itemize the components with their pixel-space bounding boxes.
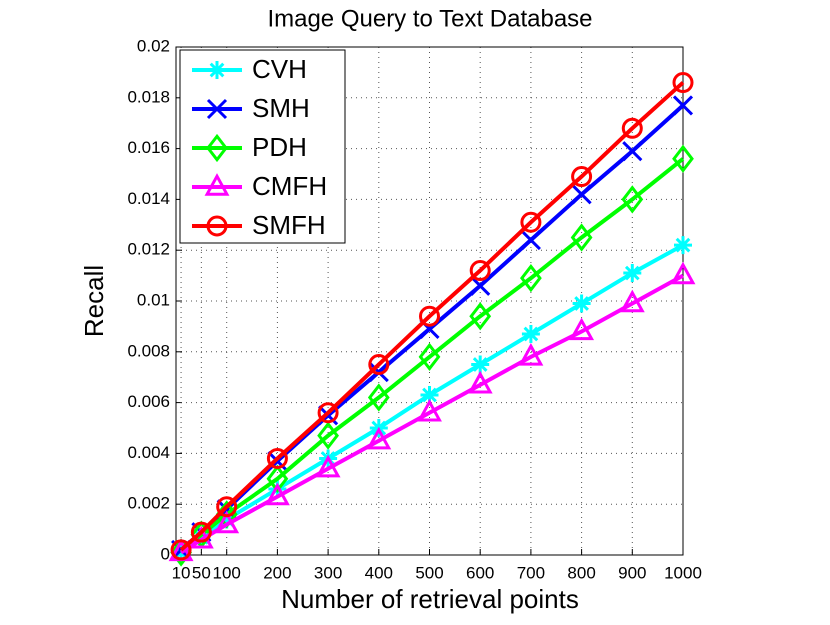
marker bbox=[672, 72, 694, 94]
marker bbox=[469, 302, 492, 331]
y-tick-label: 0.016 bbox=[127, 138, 170, 157]
marker bbox=[672, 144, 694, 173]
series-line bbox=[180, 273, 684, 555]
x-tick-label: 900 bbox=[618, 563, 646, 582]
y-axis-label: Recall bbox=[79, 265, 109, 337]
marker bbox=[621, 117, 643, 139]
marker bbox=[266, 447, 288, 469]
marker bbox=[470, 275, 491, 296]
marker bbox=[520, 263, 542, 293]
marker bbox=[420, 385, 439, 404]
marker bbox=[368, 354, 390, 375]
series-line bbox=[179, 81, 685, 552]
x-tick-label: 700 bbox=[517, 563, 545, 582]
marker bbox=[569, 317, 595, 341]
chart-title: Image Query to Text Database bbox=[267, 5, 592, 32]
marker bbox=[518, 342, 544, 366]
y-tick-label: 0.018 bbox=[127, 87, 170, 106]
x-tick-label: 300 bbox=[314, 563, 342, 582]
legend-marker bbox=[206, 98, 228, 120]
y-tick-label: 0.01 bbox=[137, 290, 170, 309]
marker bbox=[469, 260, 491, 282]
marker bbox=[317, 402, 339, 424]
marker bbox=[417, 398, 442, 422]
marker bbox=[366, 426, 392, 450]
y-tick-label: 0.02 bbox=[137, 36, 170, 55]
x-tick-label: 10 bbox=[172, 563, 191, 582]
marker bbox=[520, 211, 542, 233]
marker bbox=[216, 496, 238, 518]
marker bbox=[467, 370, 493, 394]
x-tick-label: 50 bbox=[192, 563, 211, 582]
marker bbox=[619, 289, 645, 313]
marker bbox=[190, 521, 212, 543]
marker bbox=[367, 383, 390, 412]
series-line bbox=[179, 157, 685, 554]
legend-label: SMH bbox=[252, 93, 310, 123]
marker bbox=[622, 141, 643, 162]
marker bbox=[572, 294, 591, 313]
marker bbox=[670, 261, 696, 285]
marker bbox=[521, 325, 540, 344]
marker bbox=[217, 510, 236, 529]
y-tick-label: 0 bbox=[161, 544, 170, 563]
y-tick-label: 0.004 bbox=[127, 443, 170, 462]
legend-marker bbox=[204, 173, 230, 196]
legend-box bbox=[179, 49, 346, 244]
marker bbox=[672, 95, 694, 116]
marker bbox=[471, 355, 490, 374]
legend-marker bbox=[206, 215, 228, 237]
legend-marker bbox=[208, 61, 226, 79]
marker bbox=[419, 305, 440, 327]
y-tick-label: 0.006 bbox=[127, 392, 170, 411]
marker bbox=[264, 482, 290, 506]
y-tick-label: 0.008 bbox=[127, 341, 170, 360]
marker bbox=[170, 539, 192, 561]
x-axis-label: Number of retrieval points bbox=[281, 584, 579, 614]
x-tick-label: 100 bbox=[213, 563, 241, 582]
legend-label: CMFH bbox=[252, 171, 327, 201]
legend-label: SMFH bbox=[252, 210, 326, 240]
x-tick-label: 800 bbox=[567, 563, 595, 582]
legend-marker bbox=[206, 133, 228, 163]
marker bbox=[674, 236, 692, 255]
legend-label: CVH bbox=[252, 54, 307, 84]
marker bbox=[317, 421, 339, 450]
x-tick-label: 1000 bbox=[664, 563, 702, 582]
marker bbox=[623, 264, 642, 283]
marker bbox=[570, 223, 593, 252]
x-tick-label: 200 bbox=[263, 563, 291, 582]
marker bbox=[571, 184, 592, 205]
marker bbox=[266, 464, 289, 493]
marker bbox=[520, 229, 541, 251]
marker bbox=[621, 185, 644, 214]
y-tick-label: 0.014 bbox=[127, 189, 170, 208]
plot-frame bbox=[175, 46, 684, 556]
y-tick-label: 0.012 bbox=[127, 240, 170, 259]
marker bbox=[315, 454, 341, 478]
marker bbox=[571, 166, 593, 188]
x-tick-label: 400 bbox=[365, 563, 393, 582]
legend-label: PDH bbox=[252, 132, 307, 162]
marker bbox=[214, 510, 240, 534]
marker bbox=[418, 342, 441, 372]
x-tick-label: 500 bbox=[415, 563, 443, 582]
x-tick-label: 600 bbox=[466, 563, 494, 582]
y-tick-label: 0.002 bbox=[127, 494, 170, 513]
